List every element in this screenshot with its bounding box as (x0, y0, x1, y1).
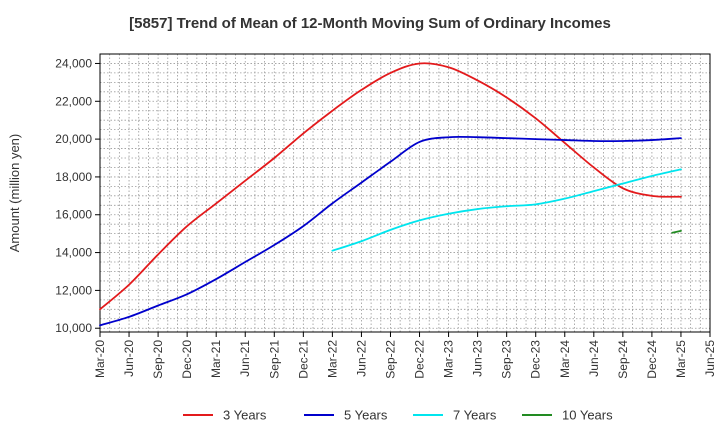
x-tick-label: Dec-24 (645, 340, 659, 379)
legend-label: 5 Years (344, 408, 388, 423)
y-tick-label: 24,000 (55, 56, 92, 70)
x-tick-label: Mar-25 (674, 340, 688, 378)
x-tick-label: Mar-24 (558, 340, 572, 378)
grid-layer (100, 54, 710, 332)
y-axis-label: Amount (million yen) (7, 134, 22, 253)
legend: 3 Years 5 Years 7 Years 10 Years (183, 408, 613, 423)
series-line-10-years (671, 229, 682, 234)
x-tick-label: Mar-23 (442, 340, 456, 378)
x-tick-label: Jun-23 (471, 340, 485, 377)
y-tick-label: 18,000 (55, 170, 92, 184)
y-axis-ticks: 10,000 12,000 14,000 16,000 18,000 20,000 22,0… (55, 56, 100, 335)
x-tick-label: Jun-22 (354, 340, 368, 377)
chart-title: [5857] Trend of Mean of 12-Month Moving … (129, 15, 611, 32)
y-tick-label: 10,000 (55, 321, 92, 335)
x-axis-ticks: Mar-20 Jun-20 Sep-20 Dec-20 Mar-21 Jun-21 Sep-… (93, 332, 717, 379)
x-tick-label: Sep-21 (267, 340, 281, 379)
plot-frame (99, 53, 711, 333)
x-tick-label: Jun-21 (238, 340, 252, 377)
x-tick-label: Dec-23 (529, 340, 543, 379)
y-tick-label: 16,000 (55, 208, 92, 222)
x-tick-label: Sep-24 (616, 340, 630, 379)
x-tick-label: Dec-21 (296, 340, 310, 379)
x-tick-label: Jun-25 (703, 340, 717, 377)
y-tick-label: 22,000 (55, 94, 92, 108)
x-tick-label: Dec-22 (413, 340, 427, 379)
legend-label: 10 Years (562, 408, 613, 423)
series-line-3-years (99, 62, 682, 311)
series-layer (99, 62, 682, 327)
series-line-7-years (331, 168, 682, 252)
x-tick-label: Jun-20 (122, 340, 136, 377)
x-tick-label: Mar-20 (93, 340, 107, 378)
x-tick-label: Jun-24 (587, 340, 601, 377)
x-tick-label: Mar-21 (209, 340, 223, 378)
y-tick-label: 20,000 (55, 132, 92, 146)
x-tick-label: Sep-22 (383, 340, 397, 379)
y-tick-label: 12,000 (55, 283, 92, 297)
x-tick-label: Mar-22 (325, 340, 339, 378)
series-line-5-years (99, 135, 682, 327)
legend-label: 7 Years (453, 408, 497, 423)
legend-label: 3 Years (223, 408, 267, 423)
y-tick-label: 14,000 (55, 246, 92, 260)
x-tick-label: Sep-20 (151, 340, 165, 379)
x-tick-label: Dec-20 (180, 340, 194, 379)
x-tick-label: Sep-23 (500, 340, 514, 379)
